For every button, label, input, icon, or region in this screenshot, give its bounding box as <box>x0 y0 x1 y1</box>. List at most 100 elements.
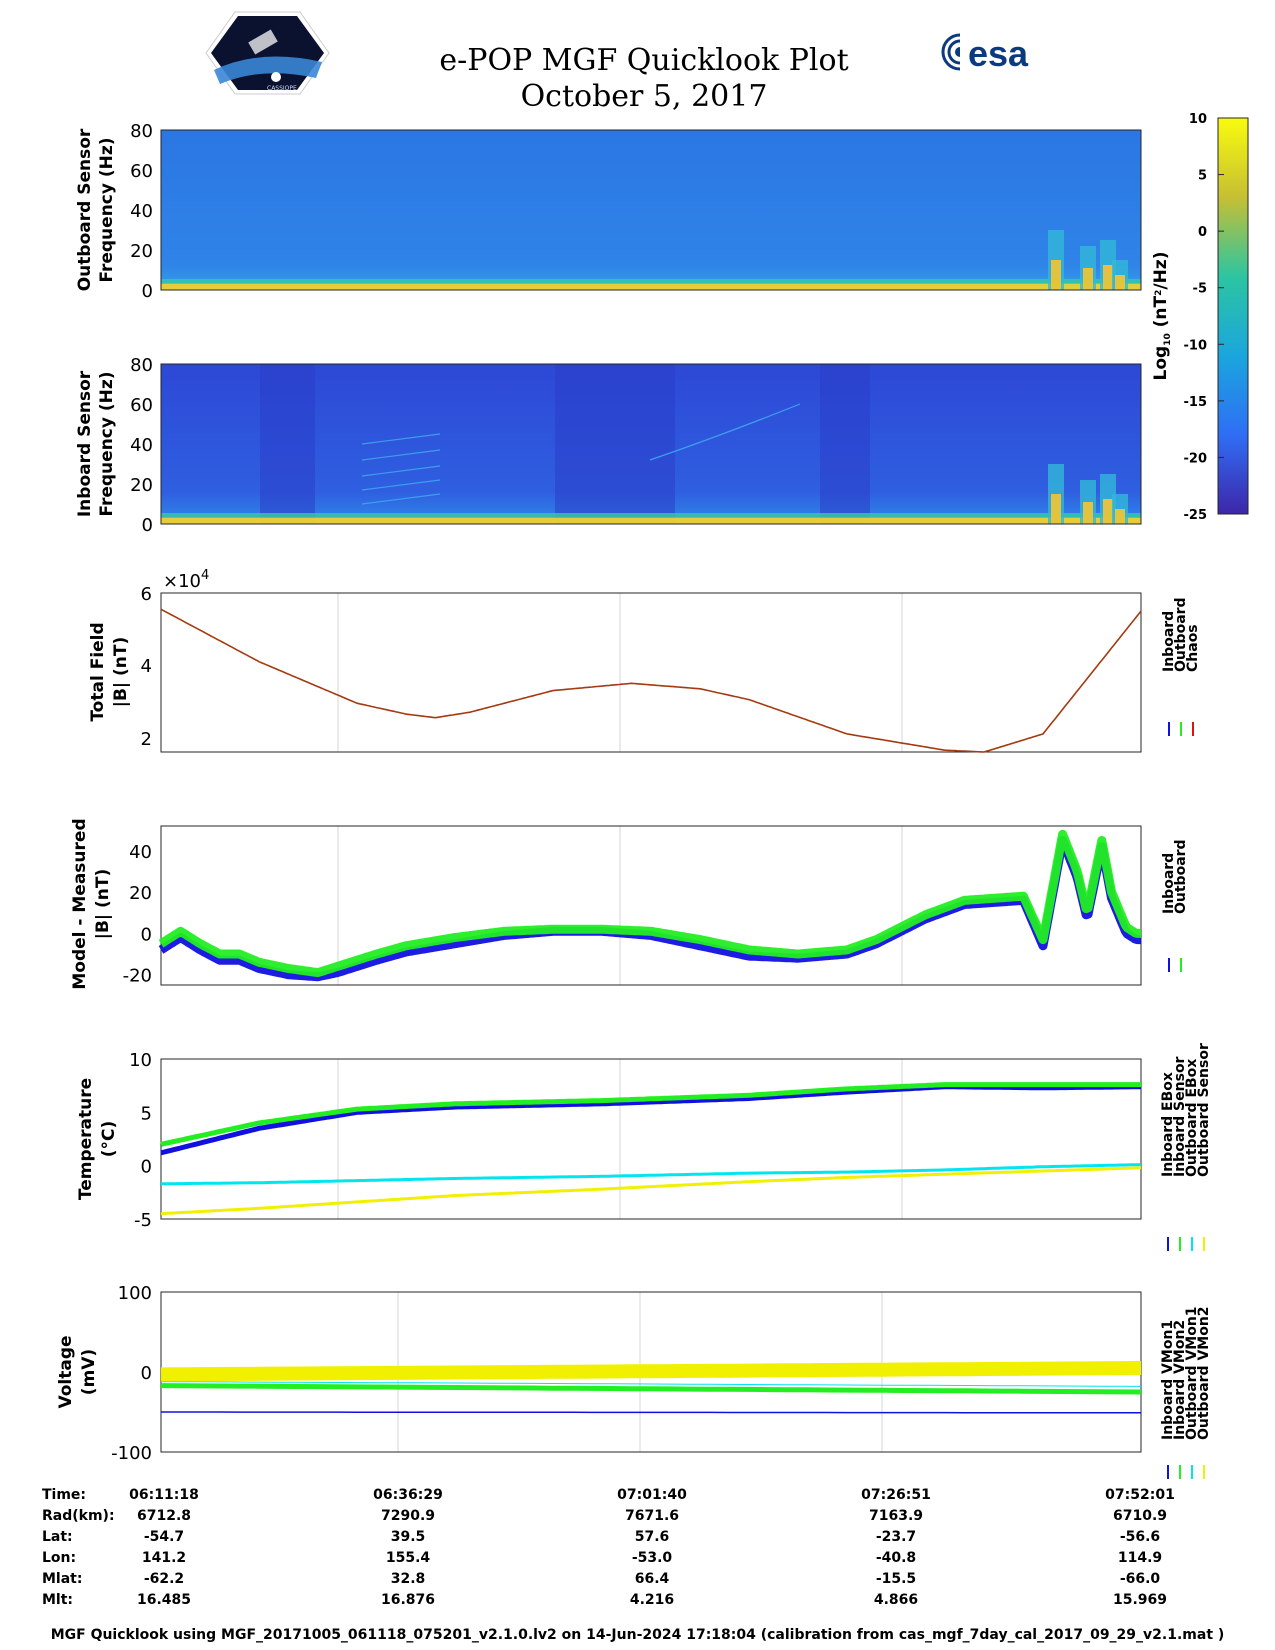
volt-ytick: 100 <box>118 1283 152 1304</box>
orbit-cell: 07:01:40 <box>617 1487 687 1503</box>
legend-label: Chaos <box>1185 624 1201 672</box>
orbit-row-label: Lat: <box>42 1529 73 1545</box>
colorbar-tick-label: -5 <box>1193 282 1207 297</box>
orbit-cell: 06:36:29 <box>373 1487 443 1503</box>
legend-label: Inboard VMon1 <box>1160 1320 1176 1440</box>
orbit-cell: 6712.8 <box>137 1508 191 1524</box>
colorbar-tick-label: -25 <box>1184 508 1208 523</box>
orbit-cell: 32.8 <box>391 1571 426 1587</box>
spectrogram-line <box>361 479 441 491</box>
legend-label: Outboard <box>1173 597 1189 672</box>
legend-label: Outboard <box>1173 839 1189 914</box>
page-subtitle: October 5, 2017 <box>521 79 768 114</box>
series-line-inboard-sensor <box>161 1163 1142 1186</box>
outboard-spec-ylabel: Frequency (Hz) <box>97 137 117 282</box>
spectrogram-line <box>361 449 441 461</box>
orbit-cell: 114.9 <box>1118 1550 1162 1566</box>
colorbar-tick-label: 5 <box>1198 169 1207 184</box>
diff-ylabel: Model - Measured <box>70 818 90 989</box>
voltage-panel: 100 0 -100 Voltage (mV) Inboard VMon1Inboa… <box>56 1283 1212 1479</box>
cassiope-logo-text: CASSIOPE <box>267 85 297 92</box>
legend-label: Outboard EBox <box>1184 1059 1200 1177</box>
temp-ytick: 0 <box>141 1157 152 1178</box>
colorbar-tick-label: -20 <box>1184 451 1208 466</box>
inboard-spectrogram-panel: 80 60 40 20 0 Inboard Sensor Frequency (… <box>75 355 1142 536</box>
colorbar-label: Log10 (nT2/Hz) <box>1151 252 1173 381</box>
inboard-spec-ytick: 40 <box>130 435 153 456</box>
orbit-cell: -53.0 <box>632 1550 673 1566</box>
spectrogram-burst <box>1051 260 1061 290</box>
temperature-panel: 10 5 0 -5 Temperature (°C) Inboard EBoxInbo… <box>76 1043 1212 1251</box>
outboard-spec-ytick: 40 <box>130 201 153 222</box>
legend-label: Outboard VMon1 <box>1184 1306 1200 1440</box>
colorbar-tick-label: -10 <box>1184 338 1208 353</box>
outboard-spec-ytick: 60 <box>130 161 153 182</box>
temp-ytick: -5 <box>134 1210 152 1231</box>
spectrogram-burst <box>1051 494 1061 524</box>
volt-ytick: 0 <box>141 1363 152 1384</box>
colorbar-gradient <box>1217 117 1249 515</box>
temp-ylabel: (°C) <box>99 1121 119 1158</box>
series-line-inboard-vmon2 <box>160 1383 1142 1395</box>
orbit-cell: 07:26:51 <box>861 1487 931 1503</box>
inboard-spec-ylabel: Frequency (Hz) <box>97 371 117 516</box>
spectrogram-burst <box>1103 265 1113 290</box>
colorbar-tick-label: -15 <box>1184 395 1208 410</box>
orbit-cell: 155.4 <box>386 1550 431 1566</box>
spectrogram-low-band <box>161 283 1141 290</box>
outboard-spec-ytick: 0 <box>142 281 153 302</box>
spectrogram-burst <box>1115 275 1125 290</box>
orbit-row-label: Mlt: <box>42 1592 73 1608</box>
orbit-cell: -23.7 <box>876 1529 916 1545</box>
legend-label: Outboard Sensor <box>1196 1043 1212 1177</box>
orbit-cell: 39.5 <box>391 1529 426 1545</box>
colorbar: 10 5 0 -5 -10 -15 -20 -25 Log10 (nT2/Hz) <box>1151 112 1249 523</box>
temp-ytick: 10 <box>129 1050 152 1071</box>
page-title: e-POP MGF Quicklook Plot <box>439 43 848 78</box>
spectrogram-line <box>361 493 441 505</box>
outboard-spectrogram-panel: 80 60 40 20 0 Outboard Sensor Frequency … <box>75 121 1142 302</box>
orbit-cell: 4.866 <box>874 1592 918 1608</box>
orbit-row-label: Lon: <box>42 1550 76 1566</box>
temp-ytick: 5 <box>141 1103 152 1124</box>
spectrogram-low-band <box>161 517 1141 524</box>
series-line-inboard <box>158 836 1144 982</box>
inboard-spec-ytick: 20 <box>130 475 153 496</box>
orbit-cell: 7671.6 <box>625 1508 679 1524</box>
series-line-total-field <box>160 608 1142 753</box>
footer-note: MGF Quicklook using MGF_20171005_061118_… <box>50 1627 1225 1643</box>
spectrogram-line <box>361 465 441 477</box>
volt-ylabel: (mV) <box>79 1349 99 1395</box>
spectrogram-burst <box>1083 268 1093 290</box>
legend-label: Inboard <box>1161 853 1177 914</box>
series-line-outboard <box>158 829 1144 978</box>
diff-ylabel: |B| (nT) <box>93 869 113 940</box>
spectrogram-low-band <box>161 513 1141 518</box>
spectrogram-burst <box>1083 502 1093 524</box>
legend-label: Inboard <box>1161 611 1177 672</box>
spectrogram-low-band <box>161 279 1141 284</box>
orbit-cell: 66.4 <box>635 1571 670 1587</box>
orbit-cell: -54.7 <box>144 1529 184 1545</box>
diff-ytick: -20 <box>123 966 152 987</box>
orbit-row-label: Time: <box>42 1487 86 1503</box>
field-ytick: 6 <box>141 584 152 605</box>
series-line-outboard-ebox <box>160 1082 1141 1147</box>
orbit-cell: 4.216 <box>630 1592 674 1608</box>
outboard-spec-ytick: 20 <box>130 241 153 262</box>
orbit-row-label: Rad(km): <box>42 1508 115 1524</box>
field-ytick: 4 <box>141 656 152 677</box>
colorbar-tick-label: 0 <box>1198 225 1207 240</box>
orbit-cell: -62.2 <box>144 1571 184 1587</box>
orbit-cell: 16.485 <box>137 1592 191 1608</box>
series-line-outboard-vmon1 <box>160 1381 1142 1387</box>
inboard-spec-ytick: 0 <box>142 515 153 536</box>
spectrogram-dark-band <box>555 364 675 524</box>
orbit-cell: 16.876 <box>381 1592 435 1608</box>
temp-ylabel: Temperature <box>76 1078 96 1200</box>
orbit-cell: 7163.9 <box>869 1508 923 1524</box>
esa-logo-text: esa <box>968 33 1029 74</box>
esa-logo: esa <box>941 30 1029 74</box>
volt-ylabel: Voltage <box>56 1335 76 1408</box>
